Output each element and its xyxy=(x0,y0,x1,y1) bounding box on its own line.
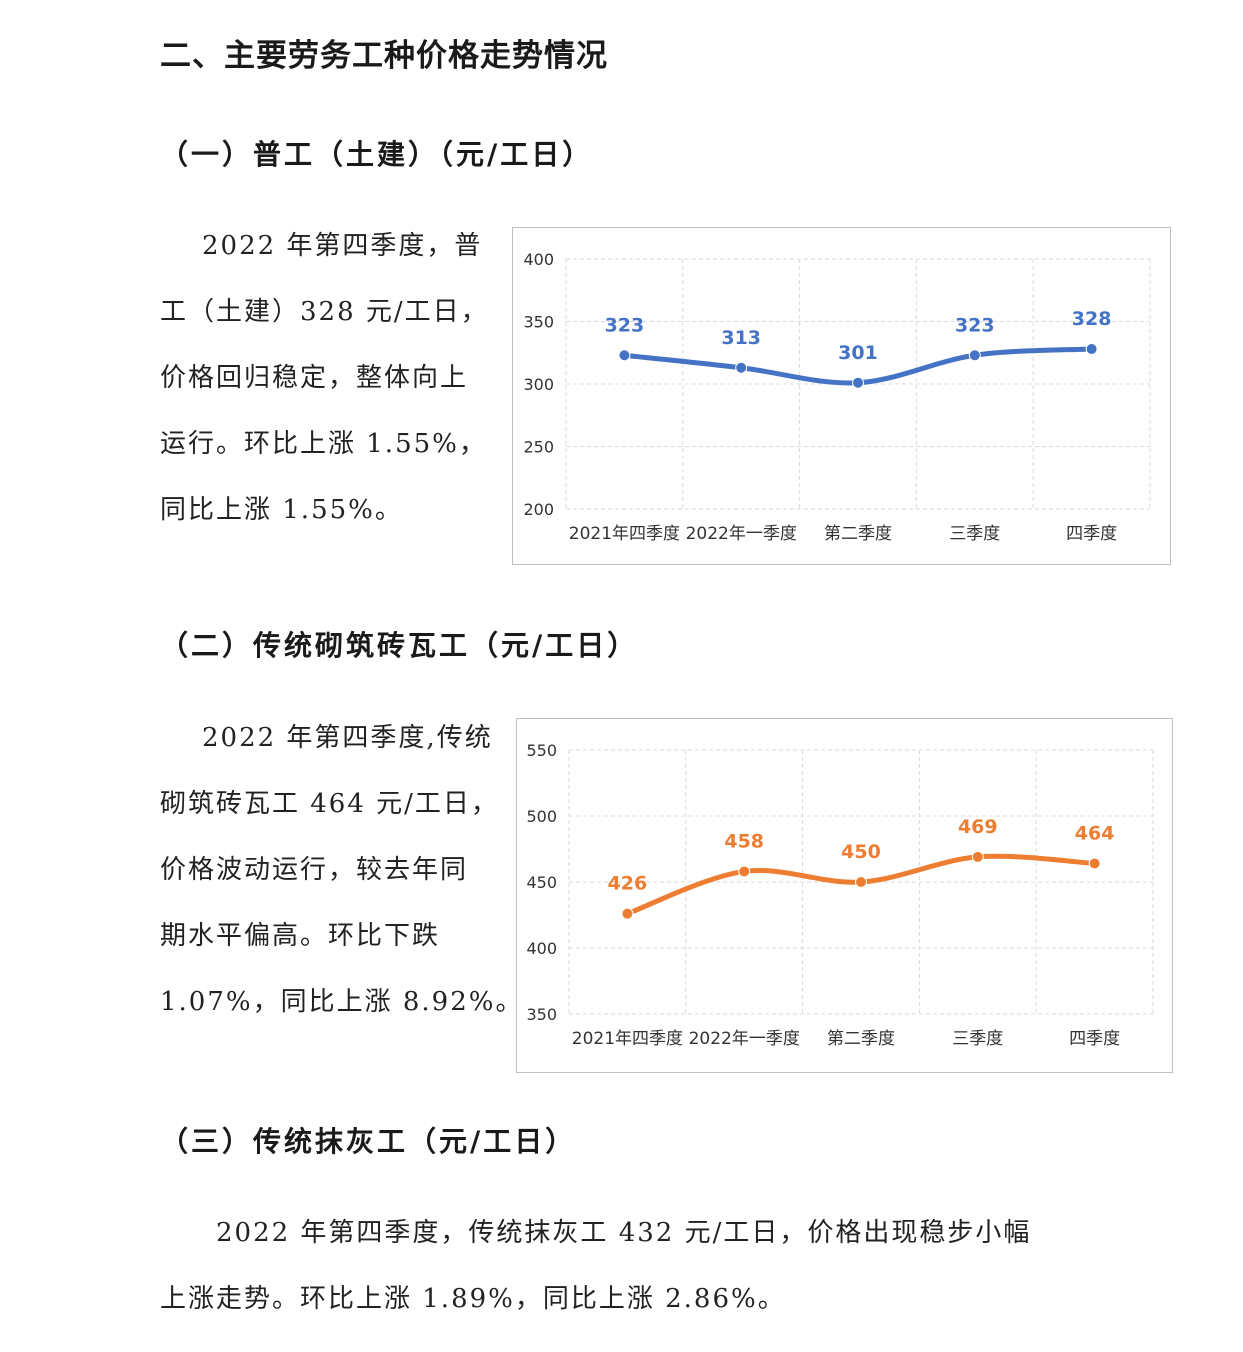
y-tick-label: 350 xyxy=(526,1005,557,1024)
section3-title: （三）传统抹灰工（元/工日） xyxy=(160,1125,577,1158)
y-tick-label: 550 xyxy=(526,741,557,760)
data-point xyxy=(618,349,631,362)
data-label: 426 xyxy=(608,873,648,895)
data-point xyxy=(1088,857,1101,870)
y-tick-label: 500 xyxy=(526,807,557,826)
x-category-label: 2021年四季度 xyxy=(569,524,680,544)
y-tick-label: 200 xyxy=(523,500,554,519)
data-label: 458 xyxy=(724,830,764,852)
data-label: 323 xyxy=(605,314,645,336)
data-label: 450 xyxy=(841,841,881,863)
x-category-label: 第二季度 xyxy=(827,1029,895,1049)
data-label: 323 xyxy=(955,314,995,336)
section1-line: 工（土建）328 元/工日， xyxy=(160,297,489,327)
x-category-label: 2021年四季度 xyxy=(572,1029,683,1049)
y-tick-label: 400 xyxy=(526,939,557,958)
x-category-label: 四季度 xyxy=(1069,1029,1120,1049)
data-label: 328 xyxy=(1072,308,1112,330)
section2-line: 2022 年第四季度,传统 xyxy=(202,723,493,753)
data-point xyxy=(968,349,981,362)
section1-line: 2022 年第四季度，普 xyxy=(202,231,483,261)
section2-line: 期水平偏高。环比下跌 xyxy=(160,921,441,951)
chart-zhuanwa-gong: 550 500 450 400 350 2021年四季度 2022年一季度 第二季度 三季度 四季… xyxy=(516,718,1173,1073)
data-point xyxy=(971,850,984,863)
data-point xyxy=(738,865,751,878)
section1-paragraph: 2022 年第四季度，普 工（土建）328 元/工日， 价格回归稳定，整体向上 … xyxy=(160,213,490,543)
section2-paragraph: 2022 年第四季度,传统 砌筑砖瓦工 464 元/工日， 价格波动运行，较去年… xyxy=(160,705,524,1035)
data-point xyxy=(621,907,634,920)
x-category-label: 第二季度 xyxy=(824,524,892,544)
y-tick-label: 350 xyxy=(523,313,554,332)
section1-line: 同比上涨 1.55%。 xyxy=(160,495,403,525)
chart-putong-gong-svg: 400 350 300 250 200 2021年四季度 2022年一季度 第二季度 三季度 四季… xyxy=(523,250,1151,544)
data-point xyxy=(1085,343,1098,355)
section1-line: 运行。环比上涨 1.55%， xyxy=(160,429,487,459)
section1-line: 价格回归稳定，整体向上 xyxy=(160,363,469,393)
y-tick-label: 300 xyxy=(523,375,554,394)
data-label: 464 xyxy=(1075,823,1115,845)
section2-line: 1.07%，同比上涨 8.92%。 xyxy=(160,987,524,1017)
data-point xyxy=(735,361,748,374)
section3-line: 2022 年第四季度，传统抹灰工 432 元/工日，价格出现稳步小幅 xyxy=(216,1218,1032,1248)
x-category-label: 四季度 xyxy=(1066,524,1117,544)
section2-line: 价格波动运行，较去年同 xyxy=(160,855,469,885)
section1-title: （一）普工（土建）（元/工日） xyxy=(160,138,594,171)
chart-zhuanwa-gong-svg: 550 500 450 400 350 2021年四季度 2022年一季度 第二季度 三季度 四季… xyxy=(526,741,1154,1049)
section3-paragraph: 2022 年第四季度，传统抹灰工 432 元/工日，价格出现稳步小幅 上涨走势。… xyxy=(160,1200,1120,1332)
data-label: 301 xyxy=(838,342,878,364)
x-category-label: 2022年一季度 xyxy=(686,524,797,544)
x-category-label: 2022年一季度 xyxy=(689,1029,800,1049)
chart-putong-gong: 400 350 300 250 200 2021年四季度 2022年一季度 第二季度 三季度 四季… xyxy=(512,227,1171,565)
x-category-label: 三季度 xyxy=(952,1029,1003,1049)
section2-line: 砌筑砖瓦工 464 元/工日， xyxy=(160,789,499,819)
y-tick-label: 450 xyxy=(526,873,557,892)
data-label: 313 xyxy=(721,327,761,349)
y-tick-label: 400 xyxy=(523,250,554,269)
section3-line: 上涨走势。环比上涨 1.89%，同比上涨 2.86%。 xyxy=(160,1284,786,1314)
x-category-label: 三季度 xyxy=(949,524,1000,544)
y-tick-label: 250 xyxy=(523,438,554,457)
data-point xyxy=(855,876,867,888)
main-title: 二、主要劳务工种价格走势情况 xyxy=(160,38,608,74)
section2-title: （二）传统砌筑砖瓦工（元/工日） xyxy=(160,629,639,662)
data-point xyxy=(852,376,864,389)
data-label: 469 xyxy=(958,816,998,838)
